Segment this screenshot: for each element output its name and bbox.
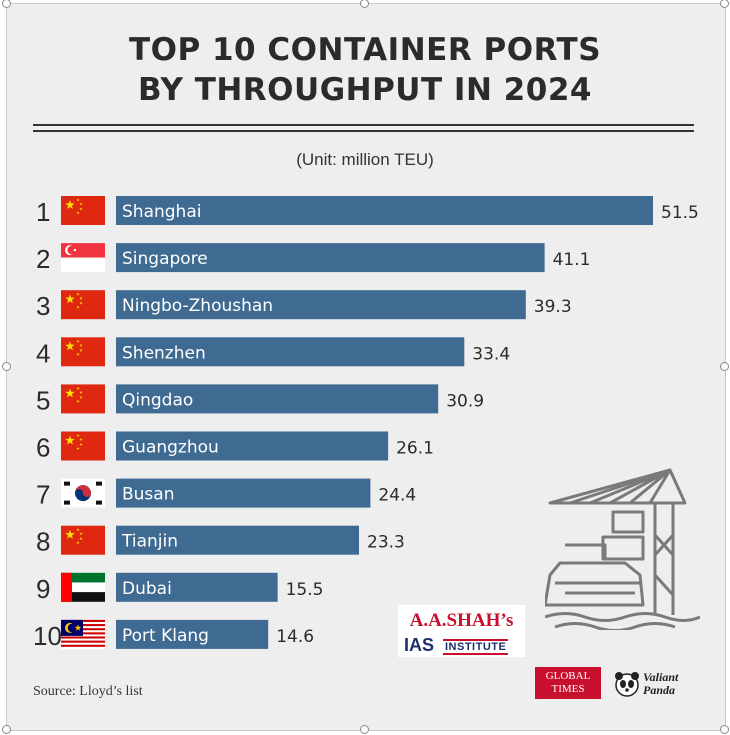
- valiant-panda-logo: Valiant Panda: [613, 669, 695, 699]
- bar-value-label: 26.1: [396, 439, 434, 459]
- panda-icon: [615, 672, 639, 697]
- bar: [116, 384, 439, 414]
- bar: [116, 525, 359, 555]
- port-crane-illustration: [545, 468, 700, 630]
- rank-label: 4: [36, 338, 50, 368]
- bar: [116, 337, 465, 367]
- brand-institute: INSTITUTE: [443, 639, 509, 655]
- bar: [116, 196, 653, 225]
- resize-handle-bottom-left[interactable]: [2, 725, 11, 734]
- resize-handle-top[interactable]: [360, 0, 369, 8]
- chart-title: TOP 10 CONTAINER PORTS BY THROUGHPUT IN …: [0, 30, 730, 110]
- rank-label: 2: [36, 244, 50, 274]
- resize-handle-right[interactable]: [720, 362, 729, 371]
- chart-title-line2: BY THROUGHPUT IN 2024: [138, 72, 592, 108]
- brand-ias: IAS: [404, 635, 435, 655]
- rank-label: 10: [33, 621, 62, 651]
- bar-category-label: Shanghai: [122, 202, 201, 222]
- bar-value-label: 24.4: [378, 486, 416, 506]
- title-rule-top: [33, 124, 694, 126]
- flag-china-icon: [61, 525, 105, 555]
- rank-label: 6: [36, 433, 50, 463]
- rank-label: 3: [36, 291, 50, 321]
- bar-category-label: Dubai: [122, 579, 172, 599]
- resize-handle-top-right[interactable]: [720, 0, 729, 8]
- rank-label: 1: [36, 197, 50, 227]
- title-rule-bottom: [33, 130, 694, 132]
- global-times-logo: GLOBAL TIMES: [535, 667, 601, 699]
- brand-name: A.A.SHAH’s: [409, 610, 514, 631]
- bar-value-label: 30.9: [446, 391, 484, 411]
- bar-category-label: Busan: [122, 485, 175, 505]
- unit-label: (Unit: million TEU): [296, 150, 434, 169]
- bar-category-label: Port Klang: [122, 626, 209, 646]
- bar-category-label: Tianjin: [121, 532, 178, 552]
- resize-handle-bottom[interactable]: [360, 725, 369, 734]
- bar-value-label: 33.4: [472, 344, 510, 364]
- bar: [116, 243, 545, 273]
- flag-china-icon: [61, 337, 105, 367]
- flag-uae-icon: [61, 572, 105, 602]
- flag-china-icon: [61, 290, 105, 320]
- bar-category-label: Guangzhou: [122, 438, 219, 458]
- flag-singapore-icon: [61, 243, 105, 273]
- bar: [116, 478, 371, 508]
- bar-category-label: Shenzhen: [122, 343, 206, 363]
- flag-china-icon: [61, 384, 105, 414]
- rank-label: 9: [36, 574, 50, 604]
- bar-value-label: 41.1: [553, 250, 591, 270]
- resize-handle-left[interactable]: [2, 362, 11, 371]
- source-note: Source: Lloyd’s list: [33, 684, 143, 699]
- flag-china-icon: [61, 431, 105, 461]
- bar-value-label: 51.5: [661, 203, 699, 223]
- bar-category-label: Singapore: [122, 249, 208, 269]
- flag-malaysia-icon: [61, 619, 105, 650]
- bar-value-label: 15.5: [286, 580, 324, 600]
- institute-logo: A.A.SHAH’s IAS INSTITUTE: [398, 605, 525, 657]
- bar: [116, 619, 269, 649]
- bar-value-label: 14.6: [276, 627, 314, 647]
- flag-south-korea-icon: [61, 478, 105, 508]
- flag-china-icon: [61, 196, 105, 225]
- rank-label: 7: [36, 480, 50, 510]
- bar-category-label: Ningbo-Zhoushan: [122, 296, 273, 316]
- rank-label: 5: [36, 385, 50, 415]
- resize-handle-bottom-right[interactable]: [720, 725, 729, 734]
- bar-value-label: 23.3: [367, 533, 405, 553]
- bar: [116, 290, 526, 320]
- chart-title-line1: TOP 10 CONTAINER PORTS: [128, 32, 602, 68]
- resize-handle-top-left[interactable]: [2, 0, 11, 8]
- bar: [116, 431, 389, 461]
- bar-value-label: 39.3: [534, 297, 572, 317]
- rank-label: 8: [36, 527, 50, 557]
- bar-category-label: Qingdao: [122, 390, 193, 410]
- global-times-text: GLOBAL TIMES: [545, 670, 591, 695]
- valiant-panda-text: Valiant Panda: [643, 670, 679, 697]
- bar: [116, 572, 278, 602]
